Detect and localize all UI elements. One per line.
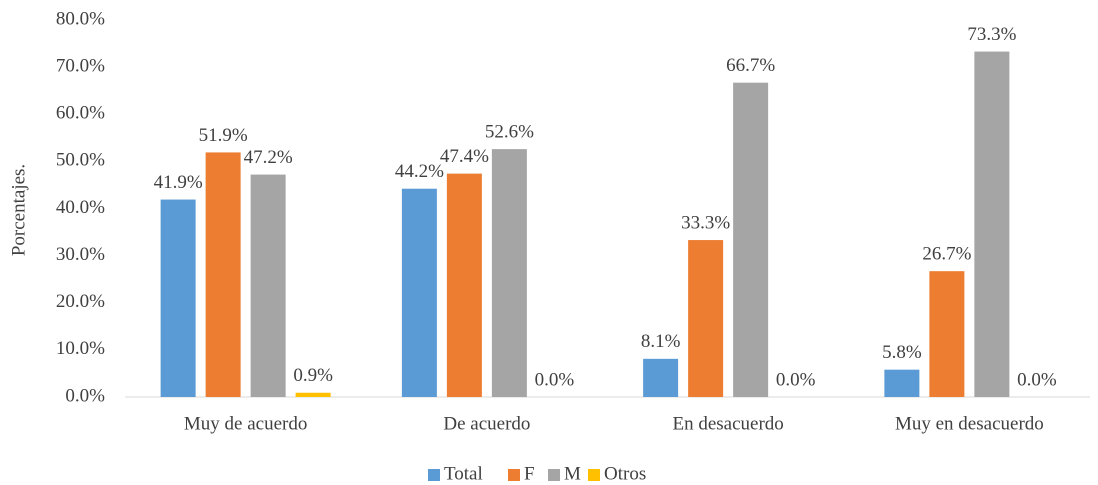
bar	[929, 271, 965, 397]
x-tick-label: Muy de acuerdo	[184, 413, 307, 434]
bar	[884, 369, 920, 397]
legend-label: M	[564, 463, 581, 484]
value-label: 0.0%	[1017, 369, 1057, 390]
bar	[446, 173, 482, 397]
y-tick-label: 70.0%	[56, 55, 105, 76]
x-tick-label: De acuerdo	[443, 413, 530, 434]
legend-label: Otros	[604, 463, 646, 484]
bar	[643, 358, 679, 397]
bar	[160, 199, 196, 397]
bar	[250, 174, 286, 397]
x-tick-label: En desacuerdo	[672, 413, 783, 434]
value-label: 0.9%	[293, 365, 333, 386]
y-tick-label: 20.0%	[56, 291, 105, 312]
bar	[688, 240, 724, 397]
bar	[491, 149, 527, 397]
y-tick-label: 0.0%	[65, 385, 105, 406]
value-label: 51.9%	[199, 125, 248, 146]
legend-label: F	[524, 463, 535, 484]
legend-swatch	[508, 469, 520, 481]
legend-swatch	[548, 469, 560, 481]
y-tick-label: 40.0%	[56, 197, 105, 218]
bar	[733, 82, 769, 398]
y-tick-label: 30.0%	[56, 244, 105, 265]
y-tick-label: 50.0%	[56, 150, 105, 171]
value-label: 8.1%	[641, 331, 681, 352]
y-tick-label: 80.0%	[56, 8, 105, 29]
value-label: 47.2%	[244, 147, 293, 168]
bar	[974, 51, 1010, 397]
value-label: 0.0%	[776, 369, 816, 390]
bar	[401, 188, 437, 397]
value-label: 0.0%	[535, 369, 575, 390]
value-label: 5.8%	[882, 342, 922, 363]
value-label: 73.3%	[967, 24, 1016, 45]
x-tick-label: Muy en desacuerdo	[895, 413, 1044, 434]
value-label: 47.4%	[440, 146, 489, 167]
y-tick-label: 60.0%	[56, 103, 105, 124]
bar	[295, 392, 331, 397]
value-label: 26.7%	[922, 244, 971, 265]
value-label: 33.3%	[681, 212, 730, 233]
value-label: 44.2%	[395, 161, 444, 182]
legend-label: Total	[444, 463, 483, 484]
value-label: 41.9%	[154, 172, 203, 193]
value-label: 52.6%	[485, 121, 534, 142]
bar	[205, 152, 241, 397]
y-tick-label: 10.0%	[56, 338, 105, 359]
legend-swatch	[588, 469, 600, 481]
legend-swatch	[428, 469, 440, 481]
y-axis-title: Porcentajes.	[8, 164, 29, 256]
value-label: 66.7%	[726, 55, 775, 76]
